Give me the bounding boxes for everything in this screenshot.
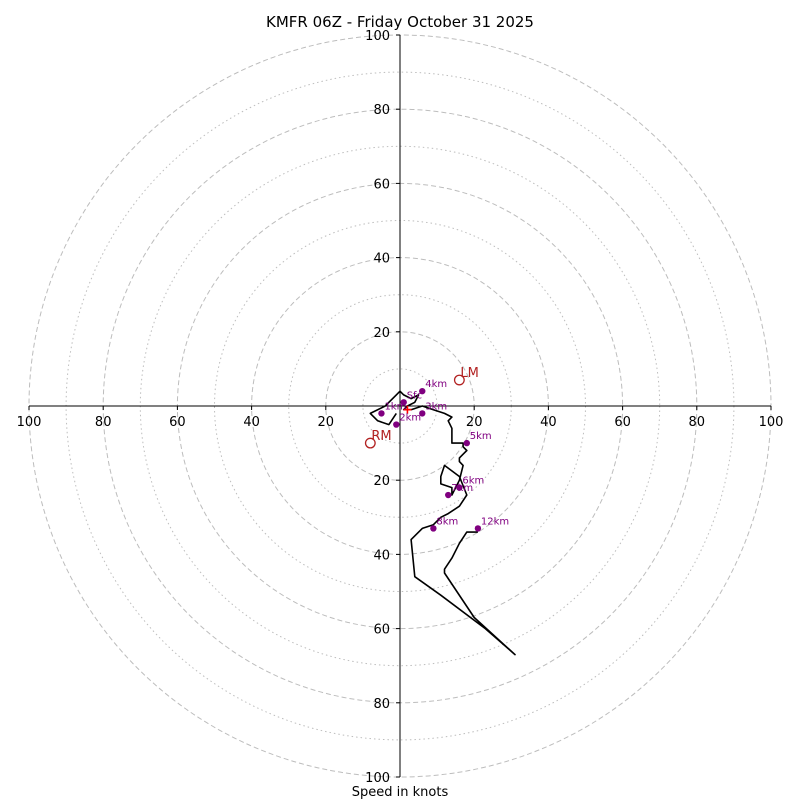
- storm-motion-LM: [453, 374, 465, 386]
- x-tick-label: 20: [466, 415, 483, 430]
- x-tick-label: 100: [17, 415, 42, 430]
- y-tick-label: 60: [373, 623, 390, 638]
- height-marker-5km: [463, 439, 470, 447]
- y-tick-label: 100: [365, 29, 390, 44]
- x-tick-labels: 100 80 60 40 20 20 40 60 80 100: [17, 406, 784, 430]
- y-tick-labels: 100 80 60 40 20 20 40 60 80 100: [365, 29, 400, 786]
- chart-title: KMFR 06Z - Friday October 31 2025: [266, 13, 534, 31]
- height-marker-6km: [456, 484, 463, 491]
- y-tick-label: 40: [373, 252, 390, 267]
- x-tick-label: 80: [689, 415, 706, 430]
- storm-motion-label-RM: RM: [371, 429, 391, 444]
- y-tick-label: 20: [373, 474, 390, 489]
- x-axis-label: Speed in knots: [352, 785, 449, 800]
- x-tick-label: 100: [759, 415, 784, 430]
- height-marker-Sfc: [400, 399, 407, 406]
- height-label-12km: 12km: [481, 516, 509, 527]
- height-label-2km: 2km: [399, 413, 421, 424]
- height-marker-8km: [430, 525, 437, 532]
- x-tick-label: 40: [540, 415, 557, 430]
- y-tick-label: 40: [373, 548, 390, 563]
- wind-trace: [369, 390, 516, 656]
- x-tick-label: 40: [243, 415, 260, 430]
- y-tick-label: 80: [373, 103, 390, 118]
- height-marker-3km: [419, 410, 426, 417]
- storm-motion-RM: [364, 437, 376, 449]
- storm-motion-label-LM: LM: [460, 366, 478, 381]
- height-marker-12km: [474, 525, 482, 532]
- height-label-5km: 5km: [470, 431, 492, 442]
- y-tick-label: 60: [373, 177, 390, 192]
- height-label-3km: 3km: [425, 401, 447, 412]
- x-tick-label: 60: [614, 415, 631, 430]
- x-tick-label: 80: [95, 415, 112, 430]
- height-marker-1km: [378, 410, 385, 417]
- x-tick-label: 20: [318, 415, 335, 430]
- mean-wind-marker: [403, 405, 412, 414]
- y-tick-label: 100: [365, 771, 390, 786]
- y-tick-label: 80: [373, 697, 390, 712]
- height-marker-7km: [445, 491, 452, 499]
- height-label-7km: 7km: [451, 483, 473, 494]
- height-label-6km: 6km: [462, 476, 484, 487]
- axes: [29, 35, 771, 777]
- hodograph-trace-line: [369, 390, 516, 656]
- height-label-1km: 1km: [384, 401, 406, 412]
- y-tick-label: 20: [373, 326, 390, 341]
- height-label-Sfc: Sfc: [407, 390, 422, 401]
- height-marker-2km: [393, 421, 400, 428]
- height-marker-4km: [419, 387, 426, 395]
- storm-motion-markers: LM RM: [364, 366, 479, 449]
- height-label-4km: 4km: [425, 379, 447, 390]
- height-label-8km: 8km: [436, 516, 458, 527]
- x-tick-label: 60: [169, 415, 186, 430]
